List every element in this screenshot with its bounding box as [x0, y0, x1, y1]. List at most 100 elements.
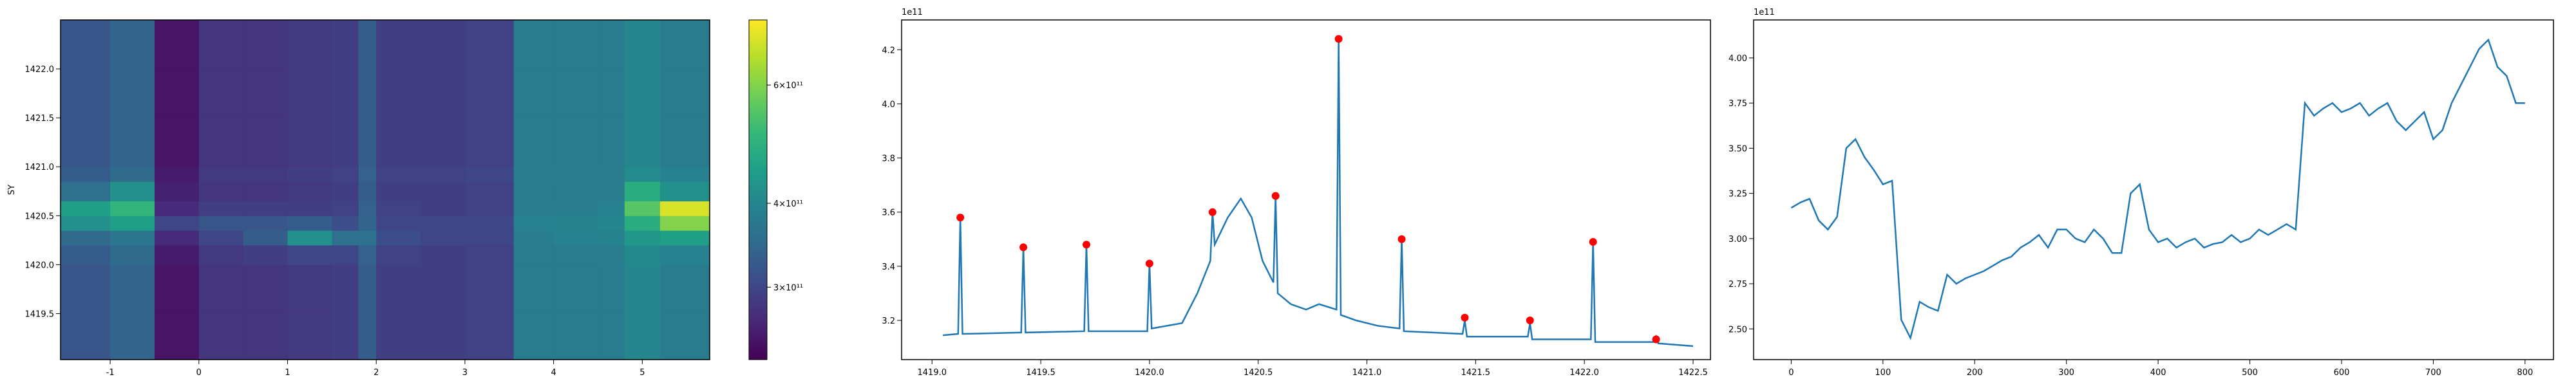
- heatmap-cell: [421, 69, 466, 118]
- heatmap-cell: [513, 230, 554, 246]
- heatmap-cell: [358, 167, 377, 182]
- heatmap-cell: [198, 20, 244, 69]
- heatmap-cell: [110, 216, 155, 231]
- heatmap-cell: [376, 216, 421, 231]
- peak-marker: [1145, 259, 1153, 268]
- heatmap-cell: [110, 244, 155, 265]
- heatmap-cell: [513, 264, 554, 314]
- heatmap-cell: [243, 244, 289, 265]
- heatmap-cell: [61, 167, 111, 182]
- heatmap-cell: [553, 69, 598, 118]
- heatmap-cell: [598, 167, 625, 182]
- y-axis-label: SY: [7, 185, 17, 195]
- axes-frame: [901, 19, 1711, 360]
- heatmap-cell: [376, 181, 421, 201]
- heatmap-cell: [624, 201, 661, 216]
- heatmap-cell: [624, 264, 661, 314]
- heatmap-cell: [61, 244, 111, 265]
- x-tick-label: 5: [639, 368, 645, 378]
- heatmap-cell: [61, 118, 111, 167]
- peak-marker: [1461, 313, 1469, 322]
- heatmap-cell: [287, 201, 332, 216]
- heatmap-cell: [243, 118, 289, 167]
- x-tick-label: 400: [2150, 368, 2166, 378]
- heatmap-cell: [513, 181, 554, 201]
- y-tick-label: 2.50: [1728, 325, 1747, 335]
- heatmap-cell: [624, 181, 661, 201]
- heatmap-cell: [154, 167, 200, 182]
- heatmap-cell: [464, 181, 515, 201]
- heatmap-cell: [287, 264, 332, 314]
- heatmap-cell: [464, 118, 515, 167]
- heatmap-cell: [332, 216, 359, 231]
- heatmap-cell: [332, 244, 359, 265]
- heatmap-cell: [659, 313, 710, 360]
- heatmap-cell: [421, 181, 466, 201]
- heatmap-cell: [624, 244, 661, 265]
- x-tick-label: 2: [374, 368, 379, 378]
- heatmap-cell: [198, 167, 244, 182]
- y-tick-label: 3.50: [1728, 144, 1747, 154]
- peak-marker: [1208, 208, 1217, 216]
- heatmap-cell: [332, 69, 359, 118]
- heatmap-cell: [61, 69, 111, 118]
- heatmap-cell: [61, 201, 111, 216]
- heatmap-cell: [659, 216, 710, 231]
- offset-text: 1e11: [1754, 8, 1775, 17]
- heatmap-cell: [243, 167, 289, 182]
- heatmap-cell: [332, 313, 359, 360]
- heatmap-cell: [464, 244, 515, 265]
- heatmap-cell: [198, 313, 244, 360]
- heatmap-cell: [198, 244, 244, 265]
- heatmap-cell: [513, 201, 554, 216]
- x-tick-label: 3: [462, 368, 468, 378]
- heatmap-cell: [154, 118, 200, 167]
- heatmap-cell: [376, 167, 421, 182]
- heatmap-cell: [598, 181, 625, 201]
- heatmap-cell: [598, 20, 625, 69]
- heatmap-cell: [110, 167, 155, 182]
- heatmap-cell: [464, 69, 515, 118]
- heatmap-cell: [598, 313, 625, 360]
- heatmap-cell: [464, 313, 515, 360]
- heatmap-cell: [287, 167, 332, 182]
- heatmap-cell: [659, 181, 710, 201]
- heatmap-cell: [358, 313, 377, 360]
- y-tick-label: 1419.5: [25, 309, 55, 319]
- peak-marker: [1526, 316, 1534, 324]
- heatmap-cell: [598, 230, 625, 246]
- x-tick-label: 300: [2058, 368, 2074, 378]
- colorbar-tick-label: 3×10¹¹: [773, 283, 803, 293]
- x-tick-label: 4: [551, 368, 556, 378]
- y-tick-label: 1420.0: [25, 261, 55, 270]
- heatmap-cell: [358, 201, 377, 216]
- heatmap-cell: [464, 167, 515, 182]
- y-tick-label: 3.25: [1728, 190, 1747, 199]
- heatmap-cell: [243, 20, 289, 69]
- heatmap-cell: [358, 264, 377, 314]
- heatmap-cell: [553, 313, 598, 360]
- heatmap-cell: [598, 201, 625, 216]
- y-tick-label: 2.75: [1728, 280, 1747, 290]
- heatmap-cell: [358, 230, 377, 246]
- heatmap-cell: [553, 216, 598, 231]
- heatmap-cell: [154, 20, 200, 69]
- heatmap-cell: [513, 69, 554, 118]
- heatmap-cell: [358, 118, 377, 167]
- colorbar-tick-label: 4×10¹¹: [773, 199, 803, 209]
- heatmap-cell: [61, 230, 111, 246]
- heatmap-cell: [154, 201, 200, 216]
- offset-text: 1e11: [902, 8, 923, 17]
- plot-area: [1790, 38, 2525, 340]
- heatmap-cell: [110, 181, 155, 201]
- heatmap-cell: [61, 216, 111, 231]
- x-tick-label: 1: [285, 368, 290, 378]
- x-tick-label: 1422.5: [1678, 368, 1708, 378]
- heatmap-cell: [464, 264, 515, 314]
- heatmap-cell: [553, 181, 598, 201]
- axes-frame: [1753, 19, 2554, 360]
- y-tick-label: 1421.5: [25, 114, 55, 124]
- heatmap-cell: [332, 230, 359, 246]
- heatmap-cell: [287, 216, 332, 231]
- heatmap-cell: [421, 167, 466, 182]
